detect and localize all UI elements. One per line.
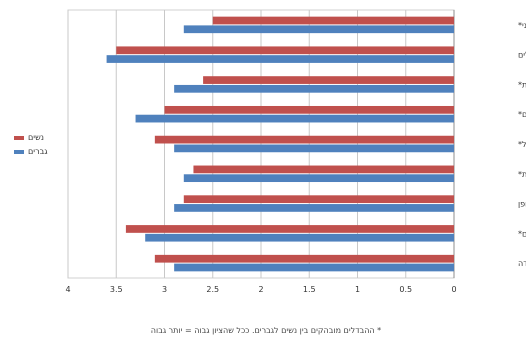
bar-men bbox=[174, 144, 454, 153]
bar-women bbox=[193, 165, 454, 174]
bar-women bbox=[203, 76, 454, 84]
bar-women bbox=[212, 16, 454, 25]
x-tick-label: 0.5 bbox=[399, 285, 412, 294]
category-label: איכות העבודה bbox=[518, 259, 526, 268]
legend-swatch bbox=[14, 150, 24, 154]
bar-men bbox=[106, 55, 454, 63]
x-tick-label: 1.5 bbox=[303, 285, 316, 294]
bar-men bbox=[183, 25, 455, 34]
category-label: הפעלת כלים bbox=[518, 51, 526, 60]
bar-men bbox=[174, 263, 454, 272]
bar-men bbox=[183, 174, 455, 183]
bar-men bbox=[174, 204, 454, 212]
bar-women bbox=[183, 195, 455, 204]
legend-label: גברים bbox=[28, 147, 48, 156]
x-tick-label: 2 bbox=[258, 285, 263, 294]
x-tick-label: 4 bbox=[65, 285, 70, 294]
bar-women bbox=[125, 225, 455, 233]
category-label: קבלת החלטות* bbox=[518, 170, 526, 179]
x-tick-label: 0 bbox=[451, 285, 456, 294]
category-label: אמינות* bbox=[518, 80, 526, 89]
category-label: ביצועים* bbox=[518, 110, 526, 119]
x-tick-label: 2.5 bbox=[206, 285, 219, 294]
legend-swatch bbox=[14, 136, 24, 140]
category-label: הגדרת אופן bbox=[518, 200, 526, 209]
x-tick-label: 3 bbox=[162, 285, 167, 294]
bar-men bbox=[174, 84, 454, 93]
legend-label: נשים bbox=[28, 133, 44, 142]
bar-women bbox=[154, 135, 454, 144]
bar-women bbox=[116, 46, 454, 55]
chart-footnote: * ההבדלים מובהקים בין נשים לגברים. ככל ש… bbox=[150, 326, 382, 335]
x-tick-label: 3.5 bbox=[110, 285, 123, 294]
category-label: ניהול תהליכים* bbox=[518, 229, 526, 238]
category-label: ניהול* bbox=[518, 140, 526, 149]
bar-women bbox=[164, 105, 454, 114]
x-tick-label: 1 bbox=[355, 285, 360, 294]
bar-men bbox=[145, 233, 454, 242]
bar-women bbox=[154, 254, 454, 263]
category-label: ניהול ארגוני* bbox=[518, 21, 526, 30]
bar-men bbox=[135, 114, 455, 123]
